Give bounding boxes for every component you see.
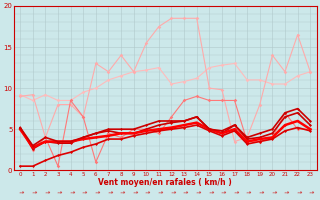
Text: ↗: ↗: [92, 190, 99, 197]
Text: ↗: ↗: [80, 190, 87, 197]
Text: ↗: ↗: [168, 190, 175, 197]
X-axis label: Vent moyen/en rafales ( km/h ): Vent moyen/en rafales ( km/h ): [98, 178, 232, 187]
Text: ↗: ↗: [294, 190, 301, 197]
Text: ↗: ↗: [181, 190, 188, 197]
Text: ↗: ↗: [219, 190, 225, 197]
Text: ↗: ↗: [105, 190, 112, 197]
Text: ↗: ↗: [143, 190, 150, 197]
Text: ↗: ↗: [269, 190, 276, 197]
Text: ↗: ↗: [307, 190, 314, 197]
Text: ↗: ↗: [55, 190, 61, 197]
Text: ↗: ↗: [29, 190, 36, 197]
Text: ↗: ↗: [130, 190, 137, 197]
Text: ↗: ↗: [42, 190, 49, 197]
Text: ↗: ↗: [244, 190, 251, 197]
Text: ↗: ↗: [256, 190, 263, 197]
Text: ↗: ↗: [282, 190, 288, 197]
Text: ↗: ↗: [118, 190, 124, 197]
Text: ↗: ↗: [156, 190, 162, 197]
Text: ↗: ↗: [231, 190, 238, 197]
Text: ↗: ↗: [17, 190, 24, 197]
Text: ↗: ↗: [206, 190, 213, 197]
Text: ↗: ↗: [193, 190, 200, 197]
Text: ↗: ↗: [67, 190, 74, 197]
